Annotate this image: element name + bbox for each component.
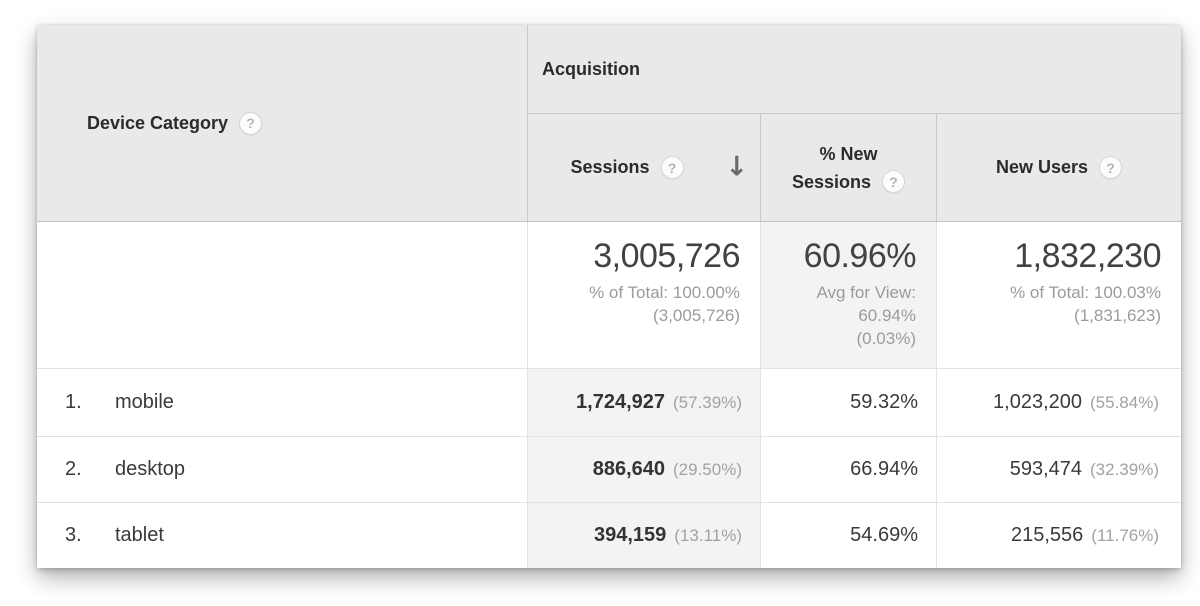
column-header-pct-new-sessions[interactable]: % New Sessions ? (761, 114, 937, 222)
device-value: desktop (115, 458, 186, 480)
summary-new-users-total: 1,832,230 (1014, 237, 1161, 275)
acquisition-label: Acquisition (542, 58, 640, 79)
pct-new-sessions-label: Sessions (791, 171, 872, 192)
device-value: mobile (115, 391, 174, 413)
summary-sessions-raw-total: (3,005,726) (653, 306, 740, 325)
summary-new-users-raw-total: (1,831,623) (1074, 306, 1161, 325)
help-icon[interactable]: ? (660, 156, 684, 179)
row-index: 3. (65, 524, 82, 546)
table-row-device-label: 1. mobile (37, 369, 528, 437)
help-icon[interactable]: ? (239, 111, 263, 135)
pct-new-sessions-label-line2: Sessions ? (791, 168, 906, 196)
help-icon[interactable]: ? (1099, 156, 1123, 179)
summary-sessions-pct-of-total: % of Total: 100.00% (589, 283, 740, 302)
device-category-label: Device Category (87, 112, 229, 133)
device-value: tablet (115, 524, 164, 546)
pct-new-sessions-label-line1: % New (819, 143, 878, 164)
table-row-pct-new-sessions-cell: 54.69% (761, 503, 937, 568)
table-row-pct-new-sessions-cell: 66.94% (761, 437, 937, 503)
analytics-data-table: Device Category ? Acquisition Sessions ?… (37, 25, 1181, 568)
row-index: 1. (65, 391, 82, 413)
pct-new-sessions-value: 66.94% (850, 458, 918, 480)
sessions-value: 1,724,927 (576, 391, 666, 413)
column-header-new-users[interactable]: New Users ? (937, 114, 1181, 222)
summary-sessions-cell: 3,005,726 % of Total: 100.00% (3,005,726… (528, 222, 761, 369)
new-users-percent: (55.84%) (1090, 392, 1159, 412)
sort-descending-icon[interactable]: ↓ (725, 150, 748, 182)
column-header-sessions[interactable]: Sessions ? ↓ (528, 114, 761, 222)
sessions-value: 886,640 (592, 458, 666, 480)
sessions-label: Sessions (570, 157, 650, 177)
table-row-new-users-cell: 593,474 (32.39%) (937, 437, 1181, 503)
sessions-value: 394,159 (593, 524, 667, 546)
table-row-device-label: 2. desktop (37, 437, 528, 503)
summary-pct-new-sessions-delta: (0.03%) (856, 329, 916, 348)
new-users-percent: (32.39%) (1090, 459, 1159, 479)
summary-pct-new-sessions-value: 60.96% (803, 237, 917, 275)
new-users-value: 593,474 (1009, 458, 1083, 480)
summary-pct-new-sessions-avg-label: Avg for View: (816, 283, 916, 302)
table-row-sessions-cell: 1,724,927 (57.39%) (528, 369, 761, 437)
table-row-sessions-cell: 886,640 (29.50%) (528, 437, 761, 503)
column-header-device-category[interactable]: Device Category ? (37, 25, 528, 222)
table-row-sessions-cell: 394,159 (13.11%) (528, 503, 761, 568)
sessions-percent: (13.11%) (674, 525, 742, 545)
row-index: 2. (65, 458, 82, 480)
summary-pct-new-sessions-avg-value: 60.94% (858, 306, 916, 325)
new-users-label: New Users (995, 157, 1089, 177)
table-row-new-users-cell: 1,023,200 (55.84%) (937, 369, 1181, 437)
pct-new-sessions-value: 59.32% (850, 391, 918, 413)
table-row-new-users-cell: 215,556 (11.76%) (937, 503, 1181, 568)
new-users-value: 215,556 (1010, 524, 1084, 546)
help-icon[interactable]: ? (882, 170, 906, 193)
sessions-percent: (57.39%) (673, 392, 742, 412)
table-row-pct-new-sessions-cell: 59.32% (761, 369, 937, 437)
new-users-percent: (11.76%) (1091, 525, 1159, 545)
summary-pct-new-sessions-cell: 60.96% Avg for View: 60.94% (0.03%) (761, 222, 937, 369)
summary-sessions-total: 3,005,726 (593, 237, 740, 275)
column-group-acquisition: Acquisition (528, 25, 1181, 114)
summary-device-category-cell (37, 222, 528, 369)
sessions-percent: (29.50%) (673, 459, 742, 479)
pct-new-sessions-value: 54.69% (850, 524, 918, 546)
table-row-device-label: 3. tablet (37, 503, 528, 568)
summary-new-users-pct-of-total: % of Total: 100.03% (1010, 283, 1161, 302)
summary-new-users-cell: 1,832,230 % of Total: 100.03% (1,831,623… (937, 222, 1181, 369)
new-users-value: 1,023,200 (993, 391, 1083, 413)
